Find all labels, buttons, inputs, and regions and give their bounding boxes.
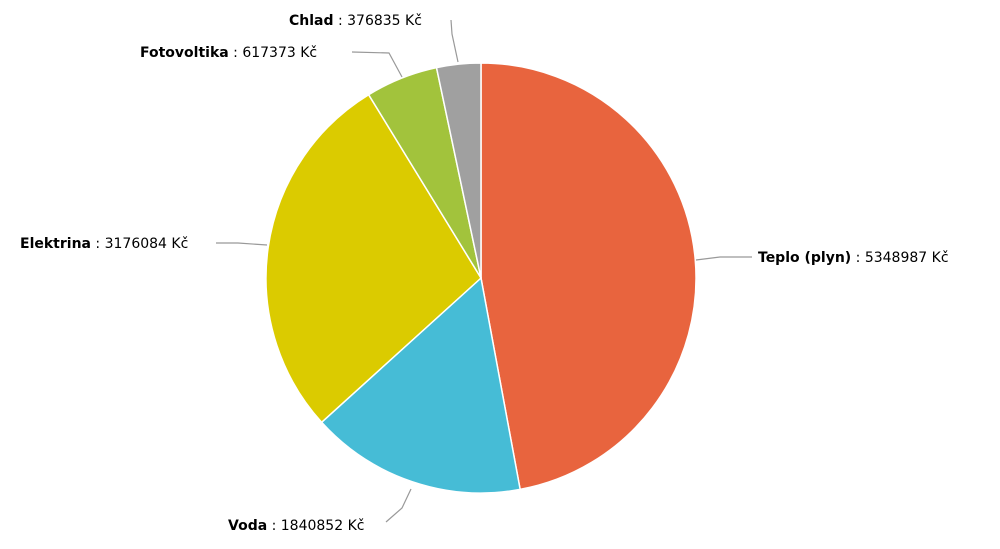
slice-label-value: : 617373 Kč xyxy=(229,45,317,61)
pie-slices xyxy=(265,62,697,494)
pie-slice-elektrina[interactable] xyxy=(265,93,482,424)
label-connector xyxy=(385,488,412,523)
slice-label-name: Voda xyxy=(228,518,267,534)
pie-slice-voda[interactable] xyxy=(320,276,522,494)
slice-label-name: Elektrina xyxy=(20,236,91,252)
slice-label-value: : 376835 Kč xyxy=(334,13,422,29)
pie-labels: Teplo (plyn) : 5348987 Kč Voda : 1840852 … xyxy=(20,13,949,534)
slice-label: Fotovoltika : 617373 Kč xyxy=(140,45,317,61)
slice-label: Teplo (plyn) : 5348987 Kč xyxy=(758,250,949,266)
slice-label: Elektrina : 3176084 Kč xyxy=(20,236,188,252)
slice-label-value: : 3176084 Kč xyxy=(91,236,188,252)
slice-label: Chlad : 376835 Kč xyxy=(289,13,422,29)
slice-label-name: Fotovoltika xyxy=(140,45,229,61)
pie-slice-teplo-plyn[interactable] xyxy=(480,62,697,491)
label-connector xyxy=(351,51,403,78)
label-connector xyxy=(216,242,268,246)
slice-label-value: : 5348987 Kč xyxy=(851,250,948,266)
label-connector xyxy=(695,256,752,261)
slice-label-name: Teplo (plyn) xyxy=(758,250,851,266)
pie-slice-chlad[interactable] xyxy=(435,62,482,279)
slice-label-value: : 1840852 Kč xyxy=(267,518,364,534)
slice-label: Voda : 1840852 Kč xyxy=(228,518,364,534)
label-connector xyxy=(450,19,459,63)
slice-label-name: Chlad xyxy=(289,13,334,29)
